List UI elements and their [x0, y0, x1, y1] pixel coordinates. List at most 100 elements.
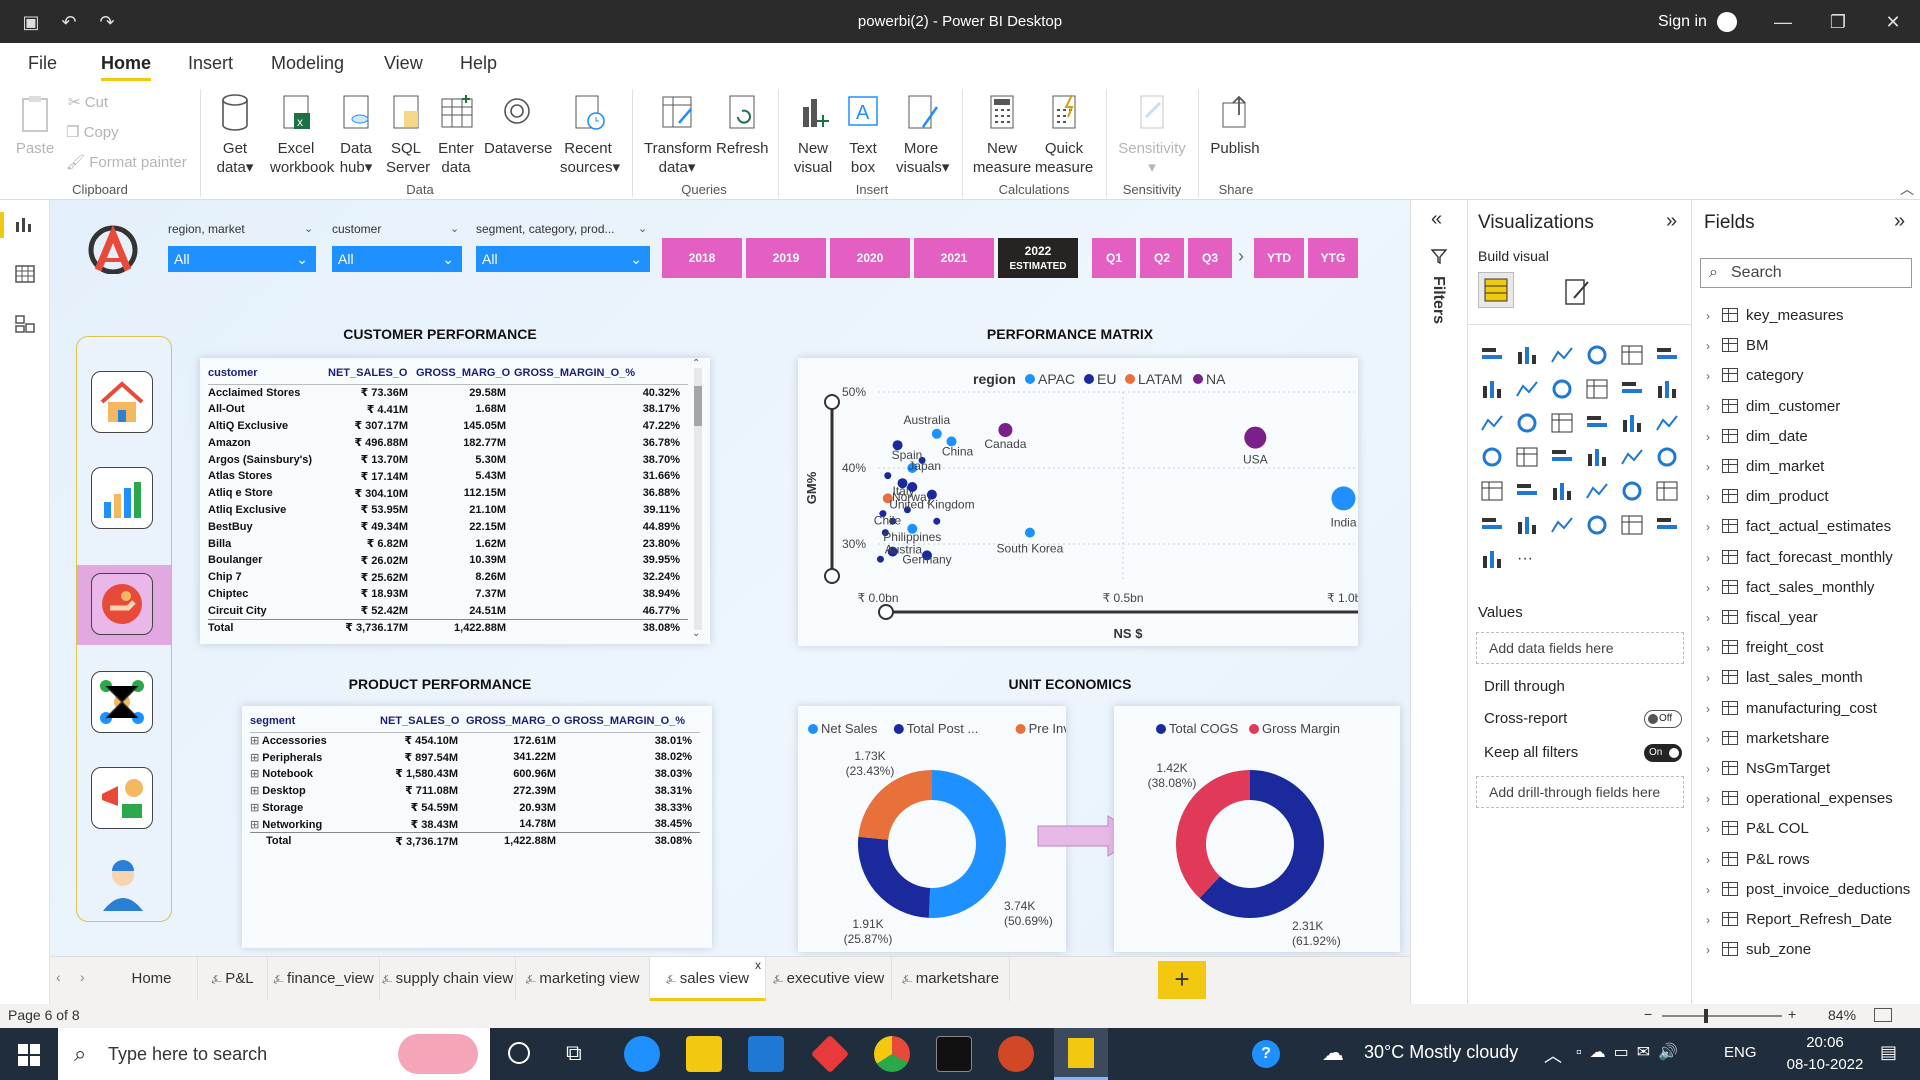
nav-sales-button[interactable] [91, 573, 153, 635]
table-row[interactable]: Atliq Exclusive ₹ 53.95M 21.10M 39.11% [208, 502, 688, 519]
header-gross-margin[interactable]: GROSS_MARG_O [416, 362, 514, 385]
multi-row-card-icon[interactable] [1620, 446, 1644, 468]
tab-file[interactable]: File [28, 53, 58, 73]
tray-chevron-icon[interactable]: ︿ [1544, 1046, 1562, 1066]
table-row[interactable]: ⊞ Notebook ₹ 1,580.43M 600.96M 38.03% [250, 766, 700, 783]
more-visuals-button[interactable]: More visuals▾ [896, 93, 949, 177]
powerbi-taskbar-button[interactable] [1054, 1028, 1108, 1080]
stacked-column-icon[interactable] [1515, 344, 1539, 366]
table-row[interactable]: Chip 7 ₹ 25.62M 8.26M 32.24% [208, 569, 688, 586]
100-bar-icon[interactable] [1620, 344, 1644, 366]
weather-text[interactable]: 30°C Mostly cloudy [1364, 1042, 1519, 1062]
r-visual-icon[interactable] [1585, 480, 1609, 502]
table-row[interactable]: BestBuy ₹ 49.34M 22.15M 44.89% [208, 518, 688, 535]
slicer-dropdown[interactable]: All ⌄ [168, 246, 316, 272]
chevron-left-icon[interactable]: ‹ [56, 969, 61, 985]
legend-entry[interactable]: Pre Invoi... [1029, 721, 1091, 736]
period-button-ytd[interactable]: YTD [1254, 238, 1304, 278]
page-tab[interactable]: ⍼ finance_view [268, 957, 380, 1001]
data-point[interactable] [882, 493, 893, 504]
100-column-icon[interactable] [1655, 344, 1679, 366]
tray-icons[interactable]: ▫☁▭✉🔊 [1576, 1044, 1687, 1061]
close-icon[interactable]: ✕ [1885, 12, 1901, 32]
header-customer[interactable]: customer [208, 362, 328, 385]
page-tab[interactable]: ⍼ P&L [198, 957, 268, 1001]
file-explorer-icon[interactable] [686, 1036, 722, 1072]
taskbar-search[interactable]: ⌕ Type here to search [58, 1028, 490, 1080]
slicer-customer[interactable]: customer ⌄ All ⌄ [332, 222, 462, 272]
header-gross-margin-pct[interactable]: GROSS_MARGIN_O_% [564, 710, 700, 733]
field-table-item[interactable]: › dim_market [1706, 455, 1824, 479]
legend-entry[interactable]: APAC [1038, 371, 1075, 387]
table-row[interactable]: Chiptec ₹ 18.93M 7.37M 38.94% [208, 586, 688, 603]
data-point[interactable] [907, 463, 918, 473]
notifications-icon[interactable]: ▤ [1880, 1042, 1898, 1062]
model-view-icon[interactable] [14, 314, 36, 334]
data-point[interactable] [918, 456, 926, 464]
data-point[interactable] [933, 517, 941, 525]
data-point[interactable] [931, 428, 942, 439]
data-point[interactable] [922, 550, 932, 561]
new-visual-button[interactable]: New visual [788, 93, 838, 177]
collapse-viz-icon[interactable]: » [1666, 210, 1678, 232]
field-table-item[interactable]: › dim_customer [1706, 395, 1840, 419]
copy-button[interactable]: ❐ Copy [66, 124, 119, 141]
mail-icon[interactable] [748, 1036, 784, 1072]
table-row[interactable]: Billa ₹ 6.82M 1.62M 23.80% [208, 535, 688, 552]
data-view-icon[interactable] [14, 264, 36, 284]
table-row[interactable]: Acclaimed Stores ₹ 73.36M 29.58M 40.32% [208, 384, 688, 401]
decomposition-tree-icon[interactable] [1480, 514, 1504, 536]
save-icon[interactable]: ▣ [22, 12, 40, 32]
slider-handle[interactable] [878, 604, 894, 620]
expand-icon[interactable]: ⊞ [250, 818, 263, 831]
sql-server-button[interactable]: SQL Server [386, 93, 430, 177]
slicer-dropdown[interactable]: All ⌄ [476, 246, 650, 272]
paste-button[interactable]: Paste [14, 95, 56, 158]
collapse-fields-icon[interactable]: » [1894, 210, 1906, 232]
executive-avatar-icon[interactable] [93, 855, 153, 915]
slicer-region-market[interactable]: region, market ⌄ All ⌄ [168, 222, 318, 272]
data-point[interactable] [884, 472, 892, 480]
scatter-icon[interactable] [1550, 412, 1574, 434]
recent-sources-button[interactable]: Recent sources▾ [560, 93, 620, 177]
tab-modeling[interactable]: Modeling [271, 53, 345, 73]
field-table-item[interactable]: › dim_date [1706, 425, 1808, 449]
donut-slice[interactable] [1176, 770, 1250, 899]
more-icon[interactable]: ··· [1515, 548, 1539, 570]
nav-finance-button[interactable] [91, 467, 153, 529]
slicer-segment[interactable]: segment, category, prod... ⌄ All ⌄ [476, 222, 650, 272]
table-row[interactable]: Circuit City ₹ 52.42M 24.51M 46.77% [208, 602, 688, 619]
data-point[interactable] [879, 510, 887, 518]
header-gross-margin-pct[interactable]: GROSS_MARGIN_O_% [514, 362, 688, 385]
page-tab[interactable]: ⍼ marketshare [892, 957, 1010, 1001]
map-icon[interactable] [1480, 446, 1504, 468]
restore-icon[interactable]: ❐ [1829, 12, 1847, 32]
slider-handle[interactable] [824, 394, 840, 410]
field-table-item[interactable]: › category [1706, 364, 1804, 388]
power-apps-icon[interactable] [1620, 514, 1644, 536]
page-tab[interactable]: ⍼ sales view x [650, 957, 766, 1001]
dataverse-button[interactable]: Dataverse [484, 93, 552, 158]
area-chart-icon[interactable] [1515, 378, 1539, 400]
card-icon[interactable] [1585, 446, 1609, 468]
fields-search-input[interactable]: ⌕ Search [1700, 258, 1912, 288]
data-point[interactable] [903, 506, 911, 514]
field-table-item[interactable]: › sub_zone [1706, 938, 1811, 962]
page-tab[interactable]: Home [106, 957, 198, 1001]
add-page-button[interactable]: + [1158, 961, 1206, 999]
data-point[interactable] [1024, 527, 1035, 538]
field-table-item[interactable]: › fact_forecast_monthly [1706, 546, 1893, 570]
chevron-right-icon[interactable]: › [80, 969, 85, 985]
gauge-icon[interactable] [1550, 446, 1574, 468]
nav-home-button[interactable] [91, 371, 153, 433]
field-table-item[interactable]: › marketshare [1706, 727, 1829, 751]
field-table-item[interactable]: › P&L COL [1706, 817, 1809, 841]
zoom-out-button[interactable]: − [1644, 1006, 1653, 1022]
legend-entry[interactable]: Total COGS [1169, 721, 1239, 736]
quarter-button-q2[interactable]: Q2 [1140, 238, 1184, 278]
data-point[interactable] [876, 555, 884, 563]
help-icon[interactable]: ? [1252, 1040, 1280, 1068]
refresh-button[interactable]: Refresh [716, 93, 769, 158]
clustered-bar-icon[interactable] [1550, 344, 1574, 366]
table-row[interactable]: ⊞ Accessories ₹ 454.10M 172.61M 38.01% [250, 732, 700, 749]
